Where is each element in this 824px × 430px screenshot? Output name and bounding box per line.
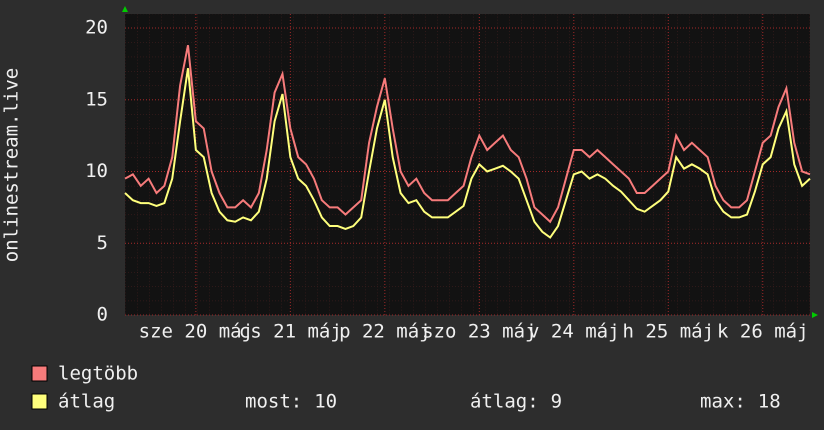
legend-label: legtöbb — [58, 363, 138, 385]
x-tick-label: szo 23 máj — [422, 321, 536, 343]
minor-grid — [125, 14, 810, 315]
legend-label: átlag — [58, 391, 115, 413]
y-tick-label: 20 — [85, 17, 108, 39]
series-line — [124, 68, 811, 239]
axis-arrow — [122, 6, 128, 12]
x-tick-label: h 25 máj — [623, 321, 715, 343]
y-axis-label: onlinestream.live — [1, 68, 23, 262]
stat-value: 9 — [551, 391, 562, 413]
y-tick-label: 5 — [97, 232, 108, 254]
y-tick-label: 15 — [85, 88, 108, 110]
y-tick-label: 0 — [97, 304, 108, 326]
stat-value: 18 — [758, 391, 781, 413]
stat-label: most: — [245, 391, 302, 413]
x-tick-label: v 24 máj — [528, 321, 620, 343]
x-tick-label: p 22 máj — [339, 321, 431, 343]
stat-label: átlag: — [470, 391, 539, 413]
legend-swatch — [31, 365, 48, 382]
plot — [124, 14, 811, 316]
x-tick-label: k 26 máj — [717, 321, 809, 343]
legend-swatch — [31, 393, 48, 410]
series-line — [124, 45, 811, 224]
axis-arrow — [812, 312, 818, 318]
legend: legtöbb átlag most: 10 átlag: 9 max: 18 — [31, 363, 781, 413]
stat-value: 10 — [314, 391, 337, 413]
y-tick-label: 10 — [85, 160, 108, 182]
stat-label: max: — [700, 391, 746, 413]
x-tick-label: sze 20 máj — [139, 321, 253, 343]
x-tick-label: cs 21 máj — [239, 321, 342, 343]
